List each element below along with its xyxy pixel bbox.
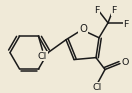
Text: O: O [79,24,87,34]
Text: Cl: Cl [92,83,102,92]
Text: Cl: Cl [38,52,47,61]
Text: F: F [111,6,117,15]
Text: F: F [94,6,100,15]
Text: O: O [121,58,129,67]
Text: F: F [123,20,129,29]
